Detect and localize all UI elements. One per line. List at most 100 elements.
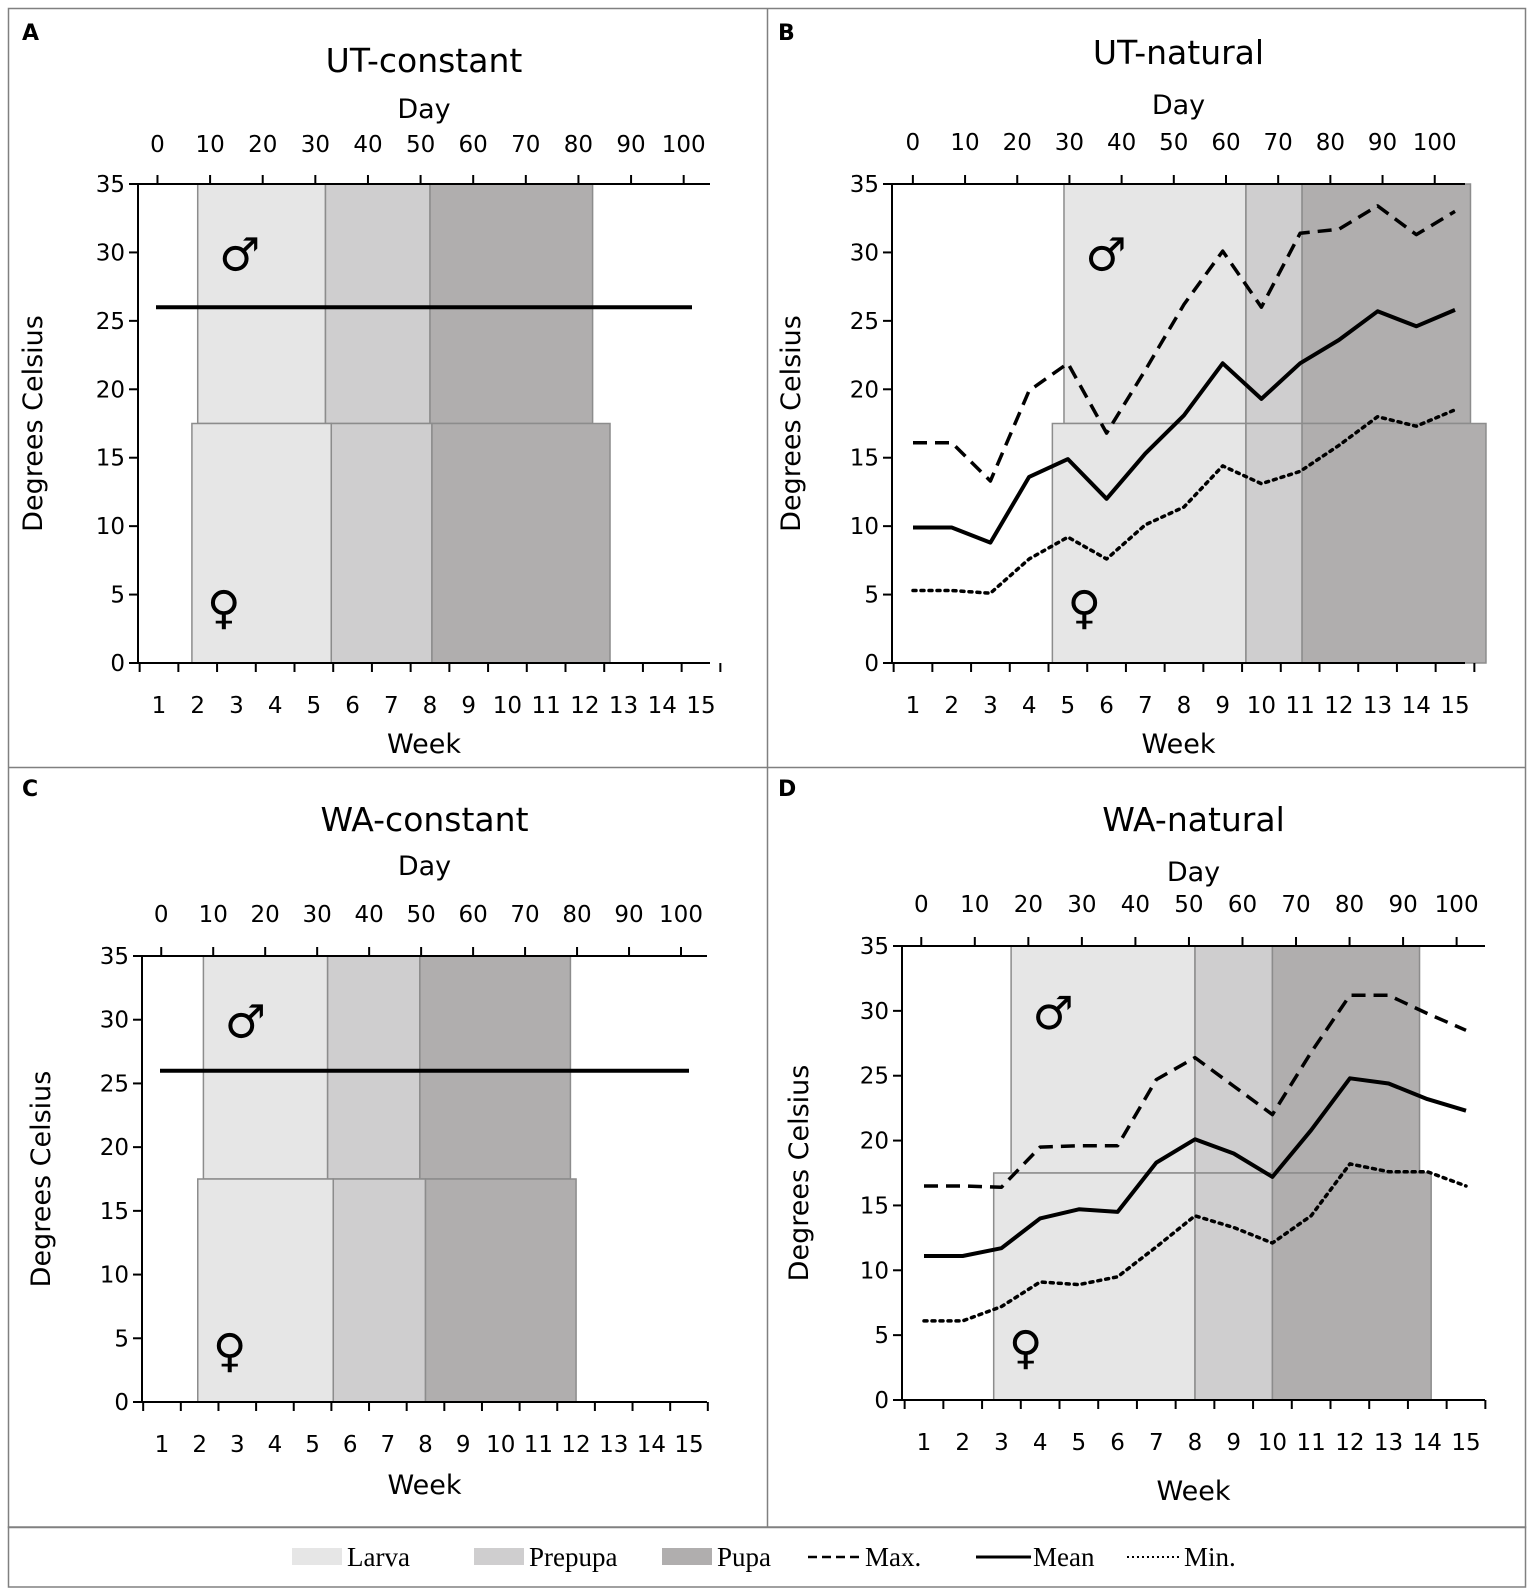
- legend-label: Pupa: [717, 1542, 771, 1572]
- male-symbol: ♂: [219, 227, 260, 281]
- legend-item-max: Max.: [808, 1542, 921, 1572]
- day-tick-label: 0: [906, 130, 921, 156]
- week-tick-label: 13: [609, 693, 638, 719]
- y-tick-label: 20: [860, 1129, 889, 1155]
- stage-bar-female-prepupa: [330, 422, 433, 664]
- stage-bar-male-larva: [196, 183, 327, 425]
- week-tick-label: 15: [1440, 693, 1469, 719]
- female-symbol: ♀: [213, 1323, 247, 1377]
- series-line-max: [913, 204, 1456, 483]
- day-tick-label: 90: [614, 902, 643, 928]
- stage-bar-male-larva: [1010, 945, 1196, 1174]
- day-tick-label: 100: [662, 132, 706, 158]
- week-tick-label: 14: [648, 693, 677, 719]
- y-tick-label: 35: [96, 172, 125, 198]
- stage-bar-female-pupa: [1271, 1172, 1432, 1401]
- day-tick-label: 70: [510, 902, 539, 928]
- week-tick-label: 8: [423, 693, 438, 719]
- series-line-max: [924, 993, 1467, 1190]
- week-tick-label: 8: [418, 1432, 433, 1458]
- week-tick-label: 1: [906, 693, 921, 719]
- y-tick-label: 5: [874, 1323, 889, 1349]
- y-tick-label: 20: [100, 1135, 129, 1161]
- day-axis-title: Day: [1152, 90, 1205, 121]
- day-tick-label: 60: [459, 132, 488, 158]
- legend-swatch-prepupa: [474, 1548, 524, 1565]
- y-tick-label: 15: [96, 446, 125, 472]
- chart-title: UT-natural: [1093, 33, 1264, 72]
- male-symbol: ♂: [1085, 227, 1126, 281]
- y-axis-title: Degrees Celsius: [784, 1065, 815, 1282]
- day-tick-label: 20: [248, 132, 277, 158]
- series-line-mean: [924, 1076, 1467, 1258]
- stage-bar-male-pupa: [419, 955, 572, 1180]
- week-tick-label: 6: [1110, 1430, 1125, 1456]
- stage-bar-female-pupa: [424, 1178, 577, 1403]
- day-tick-label: 0: [914, 892, 929, 918]
- stage-bar-male-pupa: [429, 183, 594, 425]
- week-tick-label: 7: [1149, 1430, 1164, 1456]
- stage-bar-male-larva: [202, 955, 329, 1180]
- series-line-min: [922, 1162, 1468, 1323]
- week-tick-label: 7: [1138, 693, 1153, 719]
- male-symbol: ♂: [225, 995, 266, 1049]
- legend-label: Min.: [1184, 1542, 1236, 1572]
- legend-item-mean: Mean: [976, 1542, 1095, 1572]
- y-tick-label: 10: [860, 1258, 889, 1284]
- week-tick-label: 12: [561, 1432, 590, 1458]
- week-tick-label: 11: [524, 1432, 553, 1458]
- week-tick-label: 3: [229, 693, 244, 719]
- panel-letter: A: [22, 21, 39, 46]
- day-tick-label: 70: [511, 132, 540, 158]
- week-tick-label: 2: [955, 1430, 970, 1456]
- week-tick-label: 15: [674, 1432, 703, 1458]
- y-tick-label: 15: [860, 1193, 889, 1219]
- chart-title: UT-constant: [326, 41, 523, 80]
- legend-label: Larva: [347, 1542, 410, 1572]
- day-tick-label: 60: [1211, 130, 1240, 156]
- week-tick-label: 13: [1374, 1430, 1403, 1456]
- day-tick-label: 100: [659, 902, 703, 928]
- legend-item-larva: Larva: [292, 1542, 410, 1572]
- legend-label: Max.: [865, 1542, 921, 1572]
- female-symbol: ♀: [1068, 581, 1102, 635]
- day-axis-title: Day: [398, 851, 451, 882]
- y-tick-label: 20: [96, 377, 125, 403]
- series-line-min: [911, 408, 1457, 595]
- week-tick-label: 6: [345, 693, 360, 719]
- female-symbol: ♀: [1009, 1321, 1043, 1375]
- day-tick-label: 90: [1388, 892, 1417, 918]
- day-tick-label: 10: [195, 132, 224, 158]
- week-tick-label: 3: [230, 1432, 245, 1458]
- y-axis-title: Degrees Celsius: [776, 315, 807, 532]
- y-axis-title: Degrees Celsius: [18, 315, 49, 532]
- day-tick-label: 80: [1335, 892, 1364, 918]
- week-tick-label: 1: [917, 1430, 932, 1456]
- day-tick-label: 30: [301, 132, 330, 158]
- week-tick-label: 1: [155, 1432, 170, 1458]
- day-tick-label: 70: [1264, 130, 1293, 156]
- day-tick-label: 50: [1159, 130, 1188, 156]
- week-axis-title: Week: [1157, 1476, 1231, 1507]
- week-tick-label: 5: [305, 1432, 320, 1458]
- male-symbol: ♂: [1032, 986, 1073, 1040]
- y-tick-label: 15: [100, 1199, 129, 1225]
- week-tick-label: 7: [381, 1432, 396, 1458]
- week-tick-label: 5: [307, 693, 322, 719]
- day-tick-label: 0: [150, 132, 165, 158]
- stage-bar-female-pupa: [431, 422, 611, 664]
- week-tick-label: 4: [1022, 693, 1037, 719]
- day-tick-label: 90: [1368, 130, 1397, 156]
- y-tick-label: 35: [100, 944, 129, 970]
- y-tick-label: 5: [114, 1326, 129, 1352]
- week-tick-label: 8: [1177, 693, 1192, 719]
- week-tick-label: 10: [493, 693, 522, 719]
- week-tick-label: 8: [1188, 1430, 1203, 1456]
- y-tick-label: 10: [96, 514, 125, 540]
- day-tick-label: 40: [355, 902, 384, 928]
- legend-item-prepupa: Prepupa: [474, 1542, 617, 1572]
- week-tick-label: 1: [152, 693, 167, 719]
- day-tick-label: 50: [406, 132, 435, 158]
